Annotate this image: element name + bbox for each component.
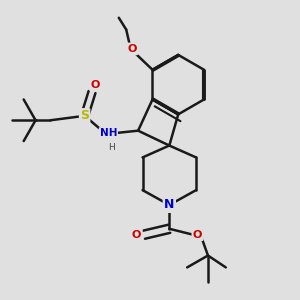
Text: O: O bbox=[193, 230, 202, 240]
Text: O: O bbox=[132, 230, 141, 240]
Text: H: H bbox=[108, 143, 115, 152]
Text: S: S bbox=[80, 109, 89, 122]
Text: O: O bbox=[90, 80, 100, 90]
Text: N: N bbox=[164, 199, 175, 212]
Text: NH: NH bbox=[100, 128, 117, 138]
Text: O: O bbox=[128, 44, 137, 54]
